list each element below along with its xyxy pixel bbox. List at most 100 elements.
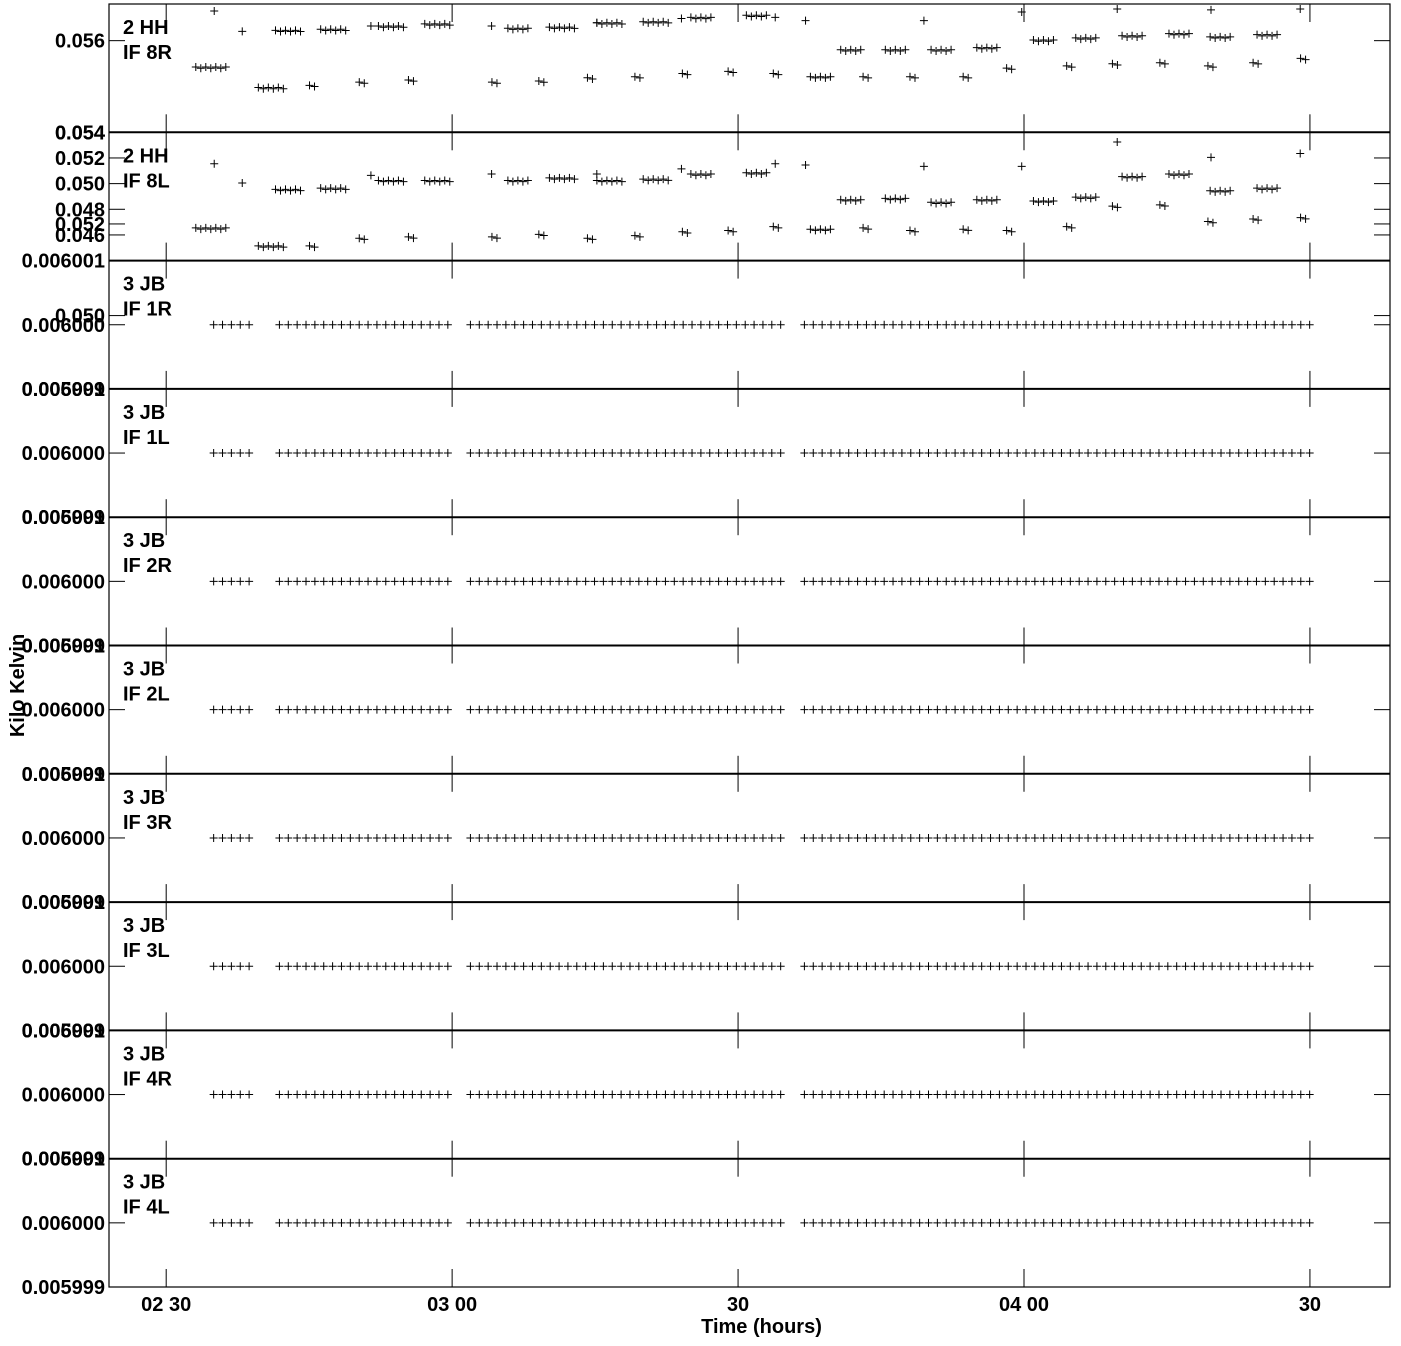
data-point <box>1048 833 1057 842</box>
data-point <box>276 186 285 195</box>
y-tick-label: 0.006001 <box>22 764 105 786</box>
data-point <box>1208 577 1217 586</box>
data-point <box>245 833 254 842</box>
data-point <box>326 25 335 34</box>
data-point <box>1225 577 1234 586</box>
data-point <box>291 26 300 35</box>
data-point <box>466 705 475 714</box>
data-point <box>995 449 1004 458</box>
data-point <box>977 44 986 53</box>
data-point <box>896 46 905 55</box>
panel-label-antenna: 3 JB <box>123 402 165 424</box>
data-point <box>826 1090 835 1099</box>
data-point <box>1110 320 1119 329</box>
data-point <box>661 1090 670 1099</box>
data-point <box>714 962 723 971</box>
data-point <box>821 226 830 235</box>
data-point <box>328 320 337 329</box>
data-point <box>643 449 652 458</box>
data-point <box>1030 705 1039 714</box>
data-point <box>519 577 528 586</box>
panel-label-if: IF 3R <box>123 812 172 834</box>
data-point <box>1261 577 1270 586</box>
data-point <box>826 962 835 971</box>
data-point <box>862 1218 871 1227</box>
data-point <box>236 705 245 714</box>
data-point <box>714 320 723 329</box>
data-point <box>701 14 710 23</box>
data-point <box>259 243 268 252</box>
data-point <box>366 171 375 180</box>
data-point <box>1137 320 1146 329</box>
data-point <box>897 705 906 714</box>
data-point <box>555 577 564 586</box>
data-point <box>826 320 835 329</box>
data-point <box>1002 64 1011 73</box>
data-point <box>316 25 325 34</box>
data-point <box>546 833 555 842</box>
data-point <box>238 179 247 188</box>
data-point <box>599 705 608 714</box>
data-point <box>510 577 519 586</box>
data-point <box>1133 32 1142 41</box>
data-point <box>661 705 670 714</box>
data-point <box>942 962 951 971</box>
data-point <box>977 577 986 586</box>
data-point <box>337 705 346 714</box>
y-tick-label: 0.054 <box>55 122 106 144</box>
data-point <box>1013 962 1022 971</box>
data-point <box>634 962 643 971</box>
data-point <box>608 962 617 971</box>
data-point <box>959 225 968 234</box>
data-point <box>599 577 608 586</box>
data-point <box>1146 1218 1155 1227</box>
data-point <box>1184 29 1193 38</box>
data-point <box>992 43 1001 52</box>
data-point <box>274 83 283 92</box>
data-point <box>1039 962 1048 971</box>
data-point <box>1146 449 1155 458</box>
data-point <box>686 13 695 22</box>
data-point <box>776 449 785 458</box>
data-point <box>341 26 350 35</box>
data-point <box>1092 705 1101 714</box>
data-point <box>1163 705 1172 714</box>
data-point <box>880 320 889 329</box>
data-point <box>1296 962 1305 971</box>
data-point <box>1208 320 1217 329</box>
data-point <box>1062 222 1071 231</box>
data-point <box>818 1090 827 1099</box>
data-point <box>319 705 328 714</box>
data-point <box>844 962 853 971</box>
data-point <box>581 449 590 458</box>
data-point <box>1252 962 1261 971</box>
data-point <box>493 833 502 842</box>
data-point <box>732 320 741 329</box>
data-point <box>426 705 435 714</box>
data-point <box>924 705 933 714</box>
data-point <box>634 705 643 714</box>
data-point <box>466 1090 475 1099</box>
data-point <box>563 449 572 458</box>
data-point <box>732 962 741 971</box>
data-point <box>750 320 759 329</box>
data-point <box>293 962 302 971</box>
data-point <box>1048 1218 1057 1227</box>
data-point <box>1013 320 1022 329</box>
data-point <box>209 962 218 971</box>
data-point <box>434 320 443 329</box>
data-point <box>897 833 906 842</box>
data-point <box>897 1090 906 1099</box>
data-point <box>1279 962 1288 971</box>
data-point <box>528 1218 537 1227</box>
data-point <box>919 16 928 25</box>
data-point <box>1181 705 1190 714</box>
data-point <box>800 705 809 714</box>
data-point <box>625 449 634 458</box>
data-point <box>670 577 679 586</box>
data-point <box>570 24 579 33</box>
data-point <box>404 75 413 84</box>
data-point <box>1108 202 1117 211</box>
data-point <box>1081 33 1090 42</box>
data-point <box>1181 1090 1190 1099</box>
